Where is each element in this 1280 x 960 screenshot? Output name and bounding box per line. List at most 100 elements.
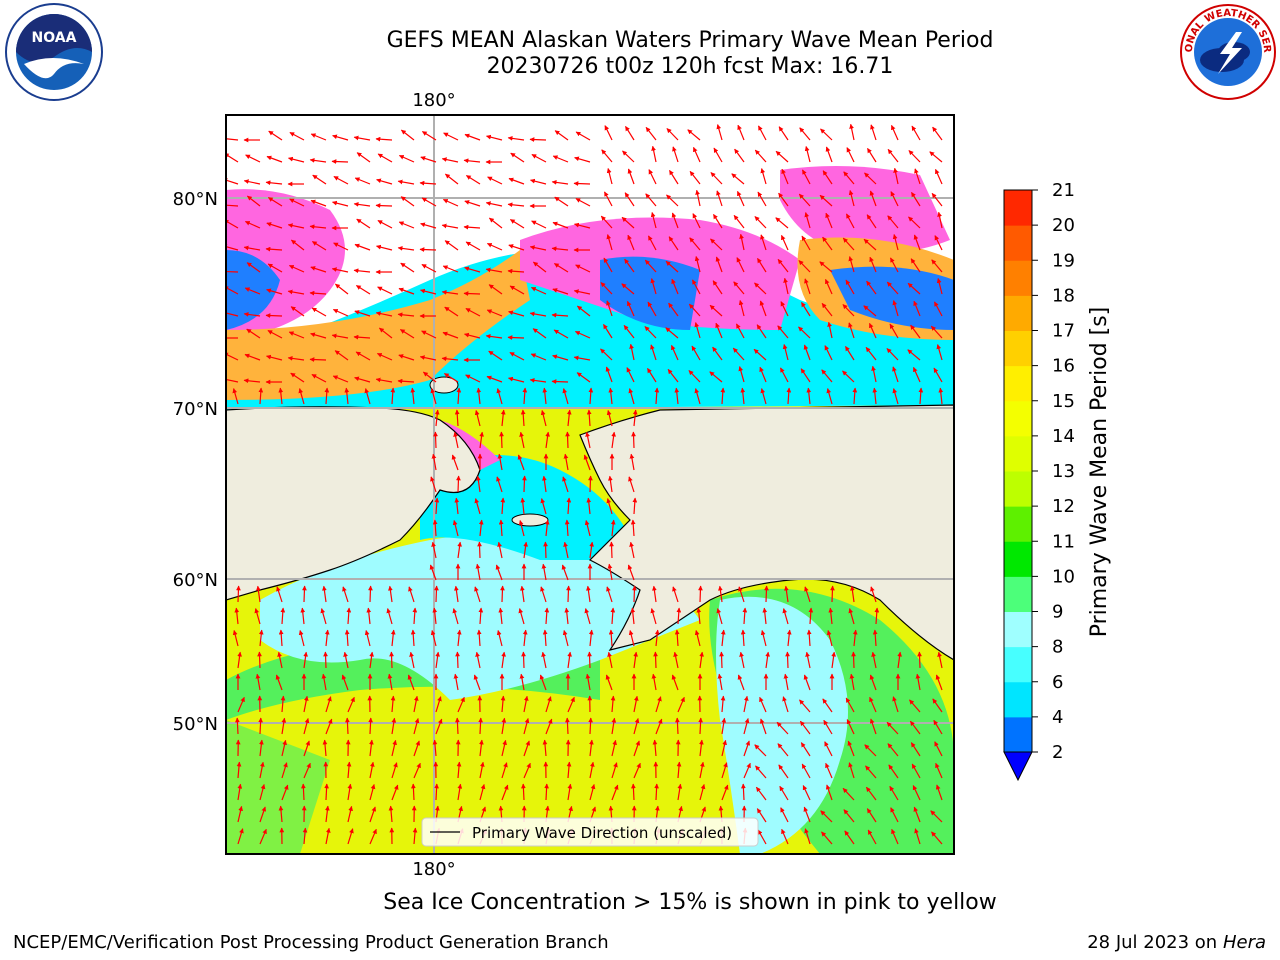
wave-arrow: [694, 322, 701, 339]
wave-arrow: [544, 607, 550, 625]
wave-arrow: [935, 762, 943, 779]
wave-arrow: [237, 696, 245, 713]
footer-host: Hera: [1222, 932, 1266, 953]
wave-arrow: [544, 783, 549, 801]
wave-arrow: [778, 126, 789, 141]
wave-arrow: [309, 290, 327, 296]
wave-arrow: [934, 168, 943, 185]
wave-arrow: [311, 307, 327, 317]
land-alaska: [579, 404, 954, 661]
wave-arrow: [738, 586, 745, 603]
wave-arrow: [430, 630, 437, 647]
wave-arrow: [849, 673, 855, 691]
wave-arrow: [552, 221, 569, 229]
wave-arrow: [562, 476, 569, 493]
wave-arrow: [733, 215, 745, 229]
wave-arrow: [500, 695, 506, 713]
wave-arrow: [801, 169, 811, 185]
wave-arrow: [335, 283, 349, 295]
wave-arrow: [848, 190, 855, 207]
wave-arrow: [244, 220, 261, 229]
wave-arrow: [698, 717, 703, 735]
colorbar-tick-label: 13: [1052, 461, 1075, 482]
wave-arrow: [866, 808, 877, 823]
wave-arrow: [388, 805, 394, 823]
wave-arrow: [474, 586, 481, 603]
wave-arrow: [600, 348, 613, 361]
wave-arrow: [476, 387, 482, 405]
wave-arrow: [255, 673, 261, 691]
colorbar-tick-label: 15: [1052, 391, 1075, 412]
wave-arrow: [699, 651, 704, 669]
wave-arrow: [721, 762, 728, 779]
wave-arrow: [475, 563, 481, 581]
wave-arrow: [721, 717, 727, 735]
wave-arrow: [419, 355, 437, 361]
wave-arrow: [573, 181, 591, 186]
wave-arrow: [474, 410, 481, 427]
wave-arrow: [887, 743, 899, 757]
wave-arrow: [310, 266, 327, 273]
wave-arrow: [692, 146, 701, 163]
wave-arrow: [631, 783, 636, 801]
wave-arrow: [821, 831, 833, 845]
ice-blue-west: [226, 250, 280, 330]
wave-arrow: [333, 175, 349, 185]
wave-arrow: [287, 356, 305, 361]
wave-arrow: [489, 217, 503, 229]
wave-arrow: [575, 131, 591, 141]
wave-arrow: [892, 366, 899, 383]
wave-arrow: [911, 125, 921, 141]
wave-arrow: [654, 629, 660, 647]
wave-arrow: [226, 178, 239, 185]
wave-arrow: [508, 244, 525, 251]
wave-arrow: [870, 124, 877, 141]
wave-arrow: [786, 387, 792, 405]
noaa-logo-text: NOAA: [32, 30, 77, 46]
ice-zone-northeast: [780, 166, 950, 254]
wave-arrow: [778, 192, 789, 207]
wave-arrow: [864, 172, 877, 185]
wave-arrow: [716, 124, 723, 141]
wave-arrow: [376, 352, 393, 361]
wave-arrow: [530, 286, 547, 295]
wave-arrow: [777, 325, 789, 339]
wave-arrow: [259, 739, 264, 757]
wave-arrow: [628, 388, 635, 405]
wave-arrow: [715, 322, 723, 339]
wave-arrow: [391, 717, 397, 735]
wave-arrow: [890, 191, 899, 207]
wave-arrow: [324, 629, 330, 647]
wave-arrow: [309, 224, 327, 230]
wave-arrow: [914, 168, 921, 185]
wave-arrow: [429, 564, 437, 581]
wave-arrow: [651, 145, 657, 163]
wave-arrow: [666, 194, 679, 207]
wave-arrow: [443, 132, 459, 141]
wave-arrow: [288, 156, 305, 163]
wave-arrow: [288, 264, 305, 273]
colorbar-tick-label: 10: [1052, 566, 1075, 587]
wave-arrow: [421, 330, 437, 339]
wave-arrow: [800, 368, 811, 383]
wave-arrow: [696, 607, 702, 625]
wave-arrow: [244, 353, 261, 361]
wave-arrow: [588, 475, 593, 493]
wave-arrow: [583, 454, 591, 471]
wave-arrow: [256, 585, 261, 603]
wave-arrow: [611, 431, 616, 449]
wave-arrow: [654, 783, 659, 801]
wave-arrow: [237, 651, 242, 669]
wave-arrow: [633, 762, 641, 779]
wave-arrow: [760, 168, 767, 185]
wave-arrow: [782, 344, 789, 361]
wave-arrow: [606, 586, 613, 603]
wave-arrow: [782, 696, 789, 713]
wave-arrow: [303, 740, 311, 757]
wave-arrow: [756, 808, 767, 823]
wave-arrow: [530, 353, 547, 361]
wave-arrow: [542, 475, 547, 493]
wave-arrow: [719, 651, 724, 669]
wave-arrow: [762, 607, 768, 625]
wave-arrow: [782, 608, 789, 625]
